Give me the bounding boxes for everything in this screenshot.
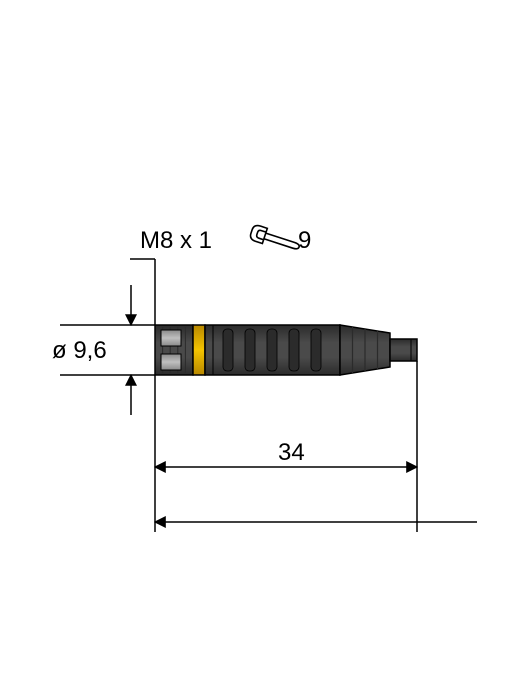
cable-stub [390, 339, 417, 361]
label-diameter: ø 9,6 [52, 337, 107, 364]
color-ring [193, 325, 205, 375]
pin-window-bottom [161, 354, 181, 370]
pin-window-top [161, 330, 181, 346]
label-length: 34 [278, 439, 305, 466]
label-thread: M8 x 1 [140, 227, 212, 254]
wrench-icon [249, 224, 301, 255]
label-wrench: 9 [298, 227, 311, 254]
